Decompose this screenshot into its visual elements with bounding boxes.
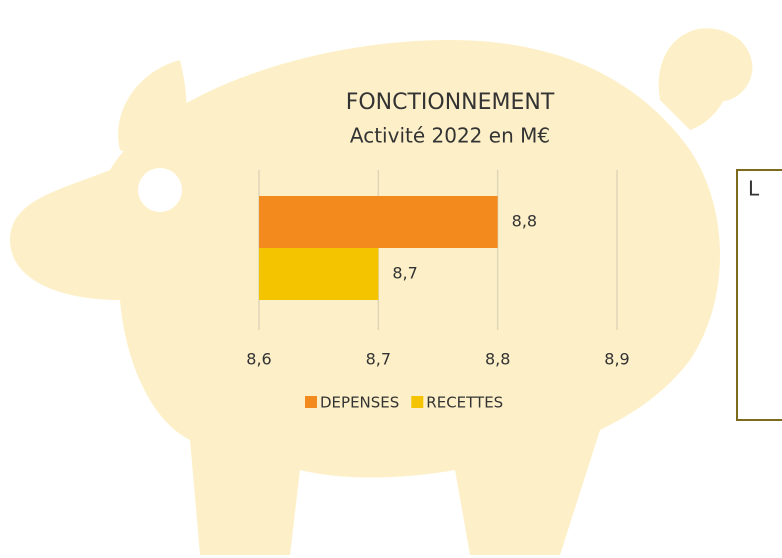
x-tick-label: 8,9 <box>604 350 629 369</box>
legend-swatch <box>305 396 317 408</box>
x-tick-label: 8,7 <box>366 350 391 369</box>
chart-title: FONCTIONNEMENT <box>346 90 555 115</box>
data-label: 8,8 <box>512 212 537 231</box>
legend-label: DEPENSES <box>320 394 399 412</box>
bar <box>259 196 498 248</box>
bar <box>259 248 379 300</box>
legend-swatch <box>411 396 424 408</box>
side-box <box>736 169 782 421</box>
side-box-text: L <box>748 177 760 201</box>
x-tick-label: 8,8 <box>485 350 510 369</box>
x-tick-label: 8,6 <box>246 350 271 369</box>
legend-label: RECETTES <box>426 394 503 412</box>
data-label: 8,7 <box>392 264 417 283</box>
chart-subtitle: Activité 2022 en M€ <box>350 124 550 148</box>
pig-eye <box>138 168 182 212</box>
